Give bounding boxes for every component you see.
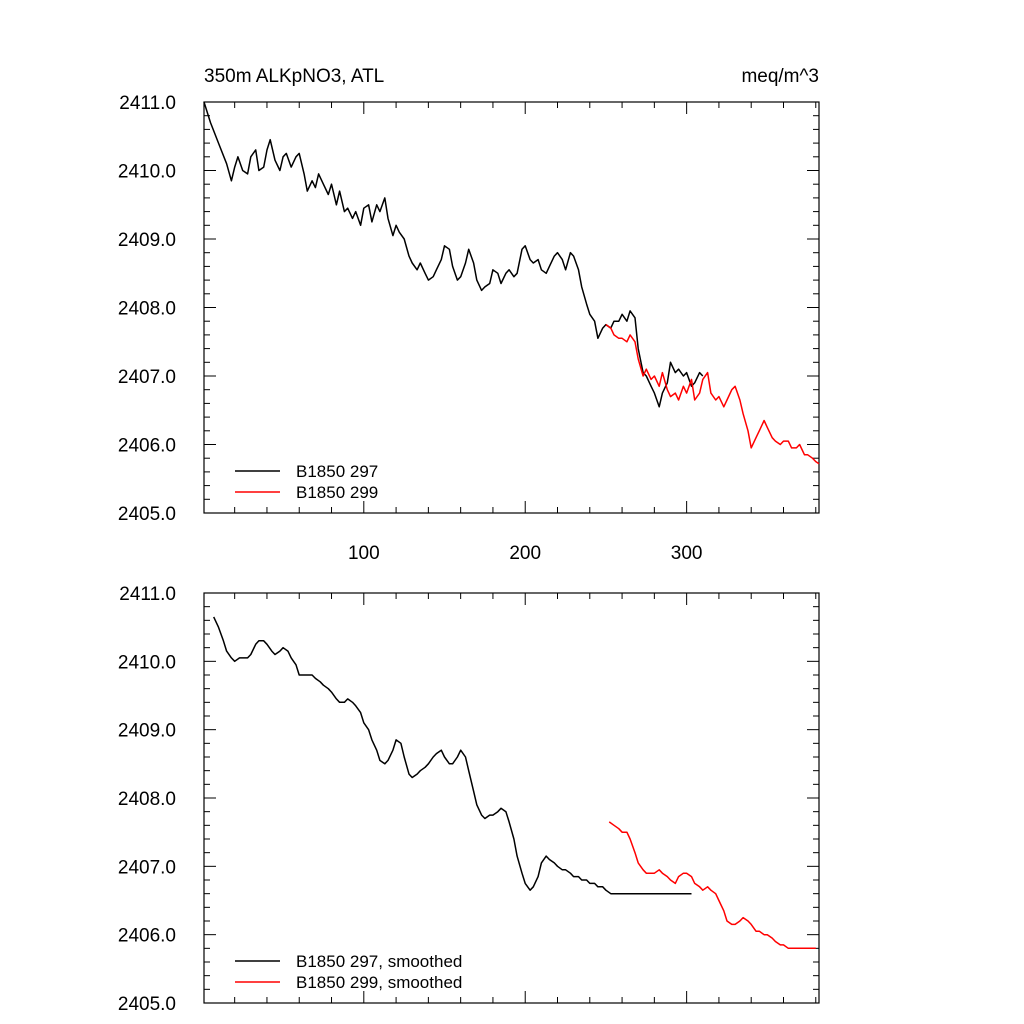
top-panel: 2405.0 2406.0 2407.0 2408.0 2409.0 2410.0 2411… xyxy=(118,66,820,564)
series-line-1 xyxy=(203,101,704,408)
y-tick-label: 2407.0 xyxy=(118,367,176,388)
units-label: meq/m^3 xyxy=(741,66,819,87)
bottom-panel: 2405.0 2406.0 2407.0 2408.0 2409.0 2410.0 2411… xyxy=(118,584,820,1015)
series-line-2 xyxy=(608,821,816,950)
x-tick-label: 100 xyxy=(348,543,380,564)
series-line-1 xyxy=(213,616,692,895)
y-tick-label: 2410.0 xyxy=(118,652,176,673)
y-tick-label: 2408.0 xyxy=(118,299,176,320)
y-tick-label: 2408.0 xyxy=(118,789,176,810)
y-tick-label: 2405.0 xyxy=(118,994,176,1015)
y-tick-label: 2405.0 xyxy=(118,504,176,525)
x-tick-label: 200 xyxy=(509,543,541,564)
plot-frame xyxy=(203,101,820,514)
chart-title: 350m ALKpNO3, ATL xyxy=(204,66,384,87)
series-line-2 xyxy=(605,323,820,465)
y-tick-label: 2409.0 xyxy=(118,230,176,251)
x-tick-label: 300 xyxy=(671,543,703,564)
y-tick-label: 2411.0 xyxy=(119,584,176,605)
legend-label-2: B1850 299 xyxy=(296,483,378,502)
plot-frame xyxy=(203,592,820,1004)
y-tick-label: 2410.0 xyxy=(118,162,176,183)
y-tick-label: 2406.0 xyxy=(118,436,176,457)
legend-label-2: B1850 299, smoothed xyxy=(296,973,462,992)
y-tick-label: 2411.0 xyxy=(119,93,176,114)
y-tick-label: 2409.0 xyxy=(118,721,176,742)
legend-label-1: B1850 297, smoothed xyxy=(296,952,462,971)
y-tick-label: 2407.0 xyxy=(118,857,176,878)
legend-label-1: B1850 297 xyxy=(296,462,378,481)
y-tick-label: 2406.0 xyxy=(118,926,176,947)
